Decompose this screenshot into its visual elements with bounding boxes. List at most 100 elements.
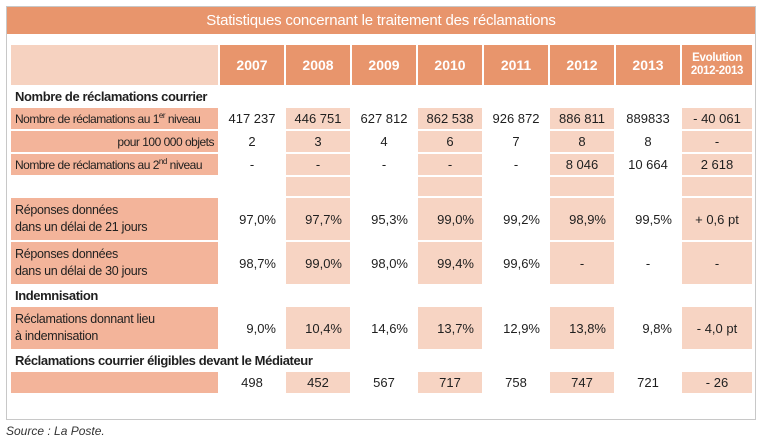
table-cell-evolution: - 26: [682, 372, 752, 393]
table-row-pour100000: pour 100 000 objets 2 3 4 6 7 8 8 -: [11, 131, 752, 152]
table-cell: 721: [616, 372, 680, 393]
table-cell: -: [286, 154, 350, 175]
row-label-mediateur-empty: [11, 372, 218, 393]
table-cell: 6: [418, 131, 482, 152]
section-title-indemnisation: Indemnisation: [11, 286, 752, 305]
row-label-indemn: Réclamations donnant lieu à indemnisation: [11, 307, 218, 349]
section-row-courrier: Nombre de réclamations courrier: [11, 87, 752, 106]
table-cell-evolution: -: [682, 131, 752, 152]
row-label-pour100000: pour 100 000 objets: [11, 131, 218, 152]
row-label-delai30: Réponses données dans un délai de 30 jour…: [11, 242, 218, 284]
table-cell: 97,7%: [286, 198, 350, 240]
spacer-cell: [220, 177, 284, 196]
spacer-cell: [484, 177, 548, 196]
table-cell: 98,9%: [550, 198, 614, 240]
row-label-niveau1: Nombre de réclamations au 1er niveau: [11, 108, 218, 129]
table-cell: 14,6%: [352, 307, 416, 349]
spacer-cell: [11, 177, 218, 196]
table-cell: 95,3%: [352, 198, 416, 240]
table-cell: 99,0%: [418, 198, 482, 240]
table-cell: -: [616, 242, 680, 284]
table-cell: 98,7%: [220, 242, 284, 284]
table-row-delai30: Réponses données dans un délai de 30 jour…: [11, 242, 752, 284]
header-2012: 2012: [550, 45, 614, 85]
table-cell: 4: [352, 131, 416, 152]
table-cell: -: [352, 154, 416, 175]
table-row-delai21: Réponses données dans un délai de 21 jour…: [11, 198, 752, 240]
table-cell: 9,8%: [616, 307, 680, 349]
table-cell-evolution: - 40 061: [682, 108, 752, 129]
table-cell: 7: [484, 131, 548, 152]
table-cell: 9,0%: [220, 307, 284, 349]
header-2010: 2010: [418, 45, 482, 85]
section-title-mediateur: Réclamations courrier éligibles devant l…: [11, 351, 752, 370]
table-cell: 99,4%: [418, 242, 482, 284]
table-cell: 99,6%: [484, 242, 548, 284]
table-row-mediateur: 498 452 567 717 758 747 721 - 26: [11, 372, 752, 393]
source-note: Source : La Poste.: [6, 424, 105, 438]
spacer-cell: [550, 177, 614, 196]
header-2011: 2011: [484, 45, 548, 85]
header-2009: 2009: [352, 45, 416, 85]
table-cell: 452: [286, 372, 350, 393]
spacer-cell: [682, 177, 752, 196]
table-cell: 627 812: [352, 108, 416, 129]
spacer-row: [11, 177, 752, 196]
table-cell: 99,5%: [616, 198, 680, 240]
spacer-cell: [616, 177, 680, 196]
header-2007: 2007: [220, 45, 284, 85]
table-row-niveau1: Nombre de réclamations au 1er niveau 417…: [11, 108, 752, 129]
table-row-indemn: Réclamations donnant lieu à indemnisation…: [11, 307, 752, 349]
section-row-mediateur: Réclamations courrier éligibles devant l…: [11, 351, 752, 370]
spacer-cell: [286, 177, 350, 196]
row-label-delai21: Réponses données dans un délai de 21 jour…: [11, 198, 218, 240]
table-title: Statistiques concernant le traitement de…: [7, 7, 755, 34]
table-cell: -: [484, 154, 548, 175]
table-cell: 889833: [616, 108, 680, 129]
table-cell: 8: [550, 131, 614, 152]
spacer-cell: [352, 177, 416, 196]
row-label-niveau2: Nombre de réclamations au 2nd niveau: [11, 154, 218, 175]
table-cell: 99,0%: [286, 242, 350, 284]
table-cell: 3: [286, 131, 350, 152]
section-title-courrier: Nombre de réclamations courrier: [11, 87, 752, 106]
table-cell: 862 538: [418, 108, 482, 129]
table-cell-evolution: + 0,6 pt: [682, 198, 752, 240]
table-cell-evolution: - 4,0 pt: [682, 307, 752, 349]
table-cell: 567: [352, 372, 416, 393]
header-row: 2007 2008 2009 2010 2011 2012 2013 Evolu…: [11, 45, 752, 85]
table-cell: -: [220, 154, 284, 175]
header-blank: [11, 45, 218, 85]
table-cell: 10,4%: [286, 307, 350, 349]
section-row-indemnisation: Indemnisation: [11, 286, 752, 305]
table-row-niveau2: Nombre de réclamations au 2nd niveau - -…: [11, 154, 752, 175]
table-cell: 10 664: [616, 154, 680, 175]
spacer-cell: [418, 177, 482, 196]
table-cell: 13,8%: [550, 307, 614, 349]
table-cell: 417 237: [220, 108, 284, 129]
table-cell: -: [550, 242, 614, 284]
stats-table-frame: Statistiques concernant le traitement de…: [6, 6, 756, 420]
header-2008: 2008: [286, 45, 350, 85]
table-cell-evolution: 2 618: [682, 154, 752, 175]
reclamations-table: 2007 2008 2009 2010 2011 2012 2013 Evolu…: [9, 43, 754, 395]
table-cell: 98,0%: [352, 242, 416, 284]
table-cell: 886 811: [550, 108, 614, 129]
header-evolution: Evolution 2012-2013: [682, 45, 752, 85]
table-cell: 717: [418, 372, 482, 393]
table-cell: 8: [616, 131, 680, 152]
table-cell-evolution: -: [682, 242, 752, 284]
header-2013: 2013: [616, 45, 680, 85]
table-cell: 97,0%: [220, 198, 284, 240]
table-cell: 926 872: [484, 108, 548, 129]
table-cell: 8 046: [550, 154, 614, 175]
table-cell: 99,2%: [484, 198, 548, 240]
table-cell: 747: [550, 372, 614, 393]
table-cell: -: [418, 154, 482, 175]
table-cell: 446 751: [286, 108, 350, 129]
table-cell: 13,7%: [418, 307, 482, 349]
table-cell: 498: [220, 372, 284, 393]
table-cell: 2: [220, 131, 284, 152]
table-cell: 758: [484, 372, 548, 393]
table-cell: 12,9%: [484, 307, 548, 349]
